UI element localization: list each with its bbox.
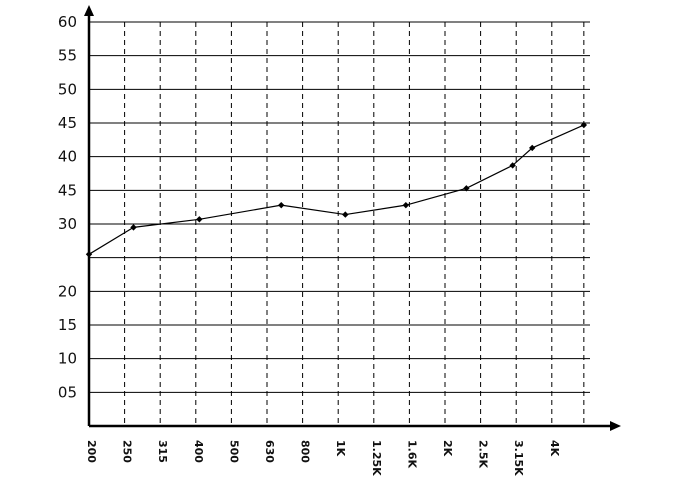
x-tick-label: 315 — [156, 440, 169, 463]
data-point — [463, 185, 470, 192]
data-point — [580, 121, 588, 129]
series-line — [88, 124, 585, 255]
x-axis-arrow — [610, 421, 621, 431]
y-tick-label: 45 — [58, 114, 77, 132]
y-tick-label: 05 — [58, 383, 77, 401]
x-tick-label: 400 — [192, 440, 205, 463]
data-point — [196, 216, 203, 223]
x-tick-label: 800 — [299, 440, 312, 463]
x-tick-label: 200 — [85, 440, 98, 463]
data-point — [278, 201, 285, 209]
y-axis-arrow — [84, 5, 94, 16]
y-tick-labels: 05 10 15 20 30 45 40 45 50 55 60 — [58, 13, 77, 401]
data-point — [130, 224, 137, 231]
x-tick-label: 2K — [441, 440, 454, 457]
x-tick-label: 4K — [548, 440, 561, 457]
x-tick-label: 250 — [121, 440, 134, 463]
y-tick-label: 10 — [58, 350, 77, 368]
x-tick-label: 1K — [334, 440, 347, 457]
x-tick-label: 2.5K — [477, 440, 490, 468]
y-tick-label: 40 — [58, 148, 77, 166]
x-tick-label: 1.25K — [370, 440, 383, 476]
y-tick-label: 50 — [58, 80, 77, 98]
y-tick-label: 20 — [58, 282, 77, 300]
y-tick-label: 30 — [58, 215, 77, 233]
data-point — [509, 162, 516, 169]
x-tick-label: 630 — [263, 440, 276, 463]
y-tick-label: 45 — [58, 181, 77, 199]
x-tick-labels: 200 250 315 400 500 630 800 1K 1.25K 1.6K 2K 2.5K 3.… — [85, 440, 561, 476]
horizontal-gridlines — [89, 21, 590, 393]
y-tick-label: 60 — [58, 13, 77, 31]
y-tick-label: 55 — [58, 47, 77, 65]
x-tick-label: 3.15K — [512, 440, 525, 476]
data-point — [342, 211, 349, 218]
data-point — [402, 201, 410, 209]
data-series — [85, 121, 588, 258]
y-tick-label: 15 — [58, 316, 77, 334]
x-tick-label: 1.6K — [405, 440, 418, 468]
data-point — [529, 144, 536, 152]
axes — [84, 5, 621, 431]
data-point — [85, 251, 93, 258]
x-tick-label: 500 — [227, 440, 240, 463]
